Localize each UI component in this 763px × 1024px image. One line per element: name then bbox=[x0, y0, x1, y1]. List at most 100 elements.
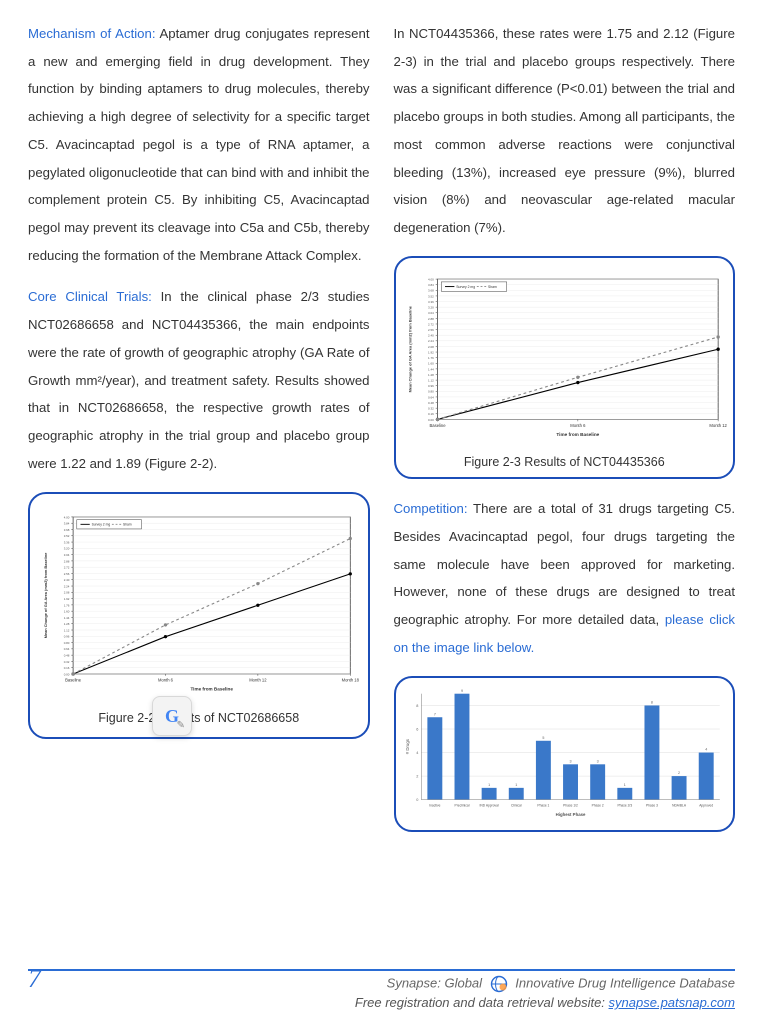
figure-2-3-chart: 0.000.160.320.480.640.800.961.121.281.44… bbox=[402, 266, 728, 446]
svg-text:Sham: Sham bbox=[123, 522, 132, 526]
svg-text:0.16: 0.16 bbox=[427, 412, 433, 416]
svg-text:Baseline: Baseline bbox=[65, 677, 82, 682]
svg-text:Inactive: Inactive bbox=[429, 803, 440, 807]
svg-text:3: 3 bbox=[569, 759, 571, 763]
svg-text:4.00: 4.00 bbox=[427, 277, 433, 281]
svg-text:3.20: 3.20 bbox=[427, 305, 433, 309]
svg-text:1.76: 1.76 bbox=[427, 356, 433, 360]
svg-text:1.28: 1.28 bbox=[427, 373, 433, 377]
svg-text:1.12: 1.12 bbox=[427, 378, 433, 382]
svg-text:3.04: 3.04 bbox=[427, 311, 433, 315]
svg-text:1.44: 1.44 bbox=[64, 615, 70, 619]
svg-text:1.92: 1.92 bbox=[64, 596, 70, 600]
svg-text:2.08: 2.08 bbox=[64, 590, 70, 594]
svg-text:2.72: 2.72 bbox=[427, 322, 433, 326]
svg-text:0.00: 0.00 bbox=[427, 418, 433, 422]
svg-text:Sham: Sham bbox=[488, 285, 497, 289]
svg-text:Phase 1: Phase 1 bbox=[537, 803, 549, 807]
svg-text:2: 2 bbox=[678, 771, 680, 775]
two-column-content: Mechanism of Action: Aptamer drug conjug… bbox=[0, 0, 763, 848]
footer-registration-row: Free registration and data retrieval web… bbox=[28, 995, 735, 1010]
mechanism-heading: Mechanism of Action: bbox=[28, 26, 156, 41]
svg-text:0.96: 0.96 bbox=[64, 634, 70, 638]
svg-text:3.52: 3.52 bbox=[64, 534, 70, 538]
svg-text:0: 0 bbox=[416, 798, 418, 802]
svg-text:Month 18: Month 18 bbox=[342, 677, 360, 682]
trials-heading: Core Clinical Trials: bbox=[28, 289, 152, 304]
svg-text:0.32: 0.32 bbox=[427, 406, 433, 410]
trials-continued-paragraph: In NCT04435366, these rates were 1.75 an… bbox=[394, 20, 736, 242]
competition-bar-chart-box[interactable]: 0 2 4 6 8 7 Inactive 9 Preclinical 1 IND Approval 1… bbox=[394, 676, 736, 833]
svg-text:Approved: Approved bbox=[699, 803, 713, 807]
svg-text:0.80: 0.80 bbox=[427, 389, 433, 393]
left-column: Mechanism of Action: Aptamer drug conjug… bbox=[28, 20, 370, 848]
figure-2-2-caption: Figure 2-2 Results of NCT02686658 bbox=[38, 711, 360, 725]
footer-brand-row: Synapse: Global Innovative Drug Intellig… bbox=[28, 975, 735, 993]
svg-text:Month 12: Month 12 bbox=[709, 423, 727, 428]
svg-text:0.64: 0.64 bbox=[64, 647, 70, 651]
svg-text:Month 12: Month 12 bbox=[249, 677, 267, 682]
svg-text:2.56: 2.56 bbox=[64, 571, 70, 575]
svg-text:2.56: 2.56 bbox=[427, 328, 433, 332]
svg-text:7: 7 bbox=[433, 712, 435, 716]
svg-text:3.52: 3.52 bbox=[427, 294, 433, 298]
svg-text:IND Approval: IND Approval bbox=[479, 803, 499, 807]
svg-text:Mean Change of GA Area (mm2) f: Mean Change of GA Area (mm2) from Baseli… bbox=[43, 551, 48, 637]
footer-url-link[interactable]: synapse.patsnap.com bbox=[609, 995, 735, 1010]
svg-text:2.88: 2.88 bbox=[427, 317, 433, 321]
svg-text:0.00: 0.00 bbox=[64, 672, 70, 676]
right-column: In NCT04435366, these rates were 1.75 an… bbox=[394, 20, 736, 848]
svg-text:9: 9 bbox=[460, 688, 462, 692]
translate-badge-sub: ✎ bbox=[177, 720, 185, 731]
trials-continued-body: In NCT04435366, these rates were 1.75 an… bbox=[394, 26, 736, 235]
trials-body: In the clinical phase 2/3 studies NCT026… bbox=[28, 289, 370, 470]
competition-bar-chart[interactable]: 0 2 4 6 8 7 Inactive 9 Preclinical 1 IND Approval 1… bbox=[402, 686, 728, 823]
mechanism-paragraph: Mechanism of Action: Aptamer drug conjug… bbox=[28, 20, 370, 269]
svg-text:3.36: 3.36 bbox=[64, 540, 70, 544]
svg-text:0.80: 0.80 bbox=[64, 640, 70, 644]
svg-text:2.24: 2.24 bbox=[64, 584, 70, 588]
svg-text:Phase 2: Phase 2 bbox=[591, 803, 603, 807]
svg-text:Highest Phase: Highest Phase bbox=[555, 812, 585, 817]
footer-brand-right: Innovative Drug Intelligence Database bbox=[515, 975, 735, 990]
svg-text:3: 3 bbox=[596, 759, 598, 763]
svg-text:0.48: 0.48 bbox=[64, 653, 70, 657]
svg-text:1.76: 1.76 bbox=[64, 603, 70, 607]
svg-text:1: 1 bbox=[515, 783, 517, 787]
svg-text:3.68: 3.68 bbox=[427, 288, 433, 292]
svg-text:Month 6: Month 6 bbox=[570, 423, 586, 428]
svg-text:0.16: 0.16 bbox=[64, 666, 70, 670]
svg-text:2.40: 2.40 bbox=[64, 578, 70, 582]
svg-text:Mean Change of GA Area (mm2) f: Mean Change of GA Area (mm2) from Baseli… bbox=[407, 305, 412, 392]
svg-text:1.60: 1.60 bbox=[64, 609, 70, 613]
svg-text:1: 1 bbox=[488, 783, 490, 787]
svg-text:# Drugs: # Drugs bbox=[404, 739, 409, 754]
svg-text:0.64: 0.64 bbox=[427, 395, 433, 399]
footer-divider bbox=[28, 969, 735, 971]
svg-text:1.44: 1.44 bbox=[427, 367, 433, 371]
svg-text:Phase 1/2: Phase 1/2 bbox=[563, 803, 578, 807]
mechanism-body: Aptamer drug conjugates represent a new … bbox=[28, 26, 370, 263]
svg-text:Preclinical: Preclinical bbox=[454, 803, 469, 807]
svg-text:2.40: 2.40 bbox=[427, 333, 433, 337]
svg-text:Clinical: Clinical bbox=[510, 803, 521, 807]
translate-badge[interactable]: G ✎ bbox=[152, 696, 192, 736]
svg-text:3.68: 3.68 bbox=[64, 527, 70, 531]
svg-text:Baseline: Baseline bbox=[429, 423, 446, 428]
svg-text:8: 8 bbox=[416, 704, 418, 708]
page-number: 7 bbox=[28, 964, 41, 994]
svg-text:0.32: 0.32 bbox=[64, 659, 70, 663]
svg-text:Time from Baseline: Time from Baseline bbox=[556, 432, 599, 437]
svg-text:2.72: 2.72 bbox=[64, 565, 70, 569]
svg-text:6: 6 bbox=[416, 727, 418, 731]
svg-text:8: 8 bbox=[650, 700, 652, 704]
svg-text:4.00: 4.00 bbox=[64, 515, 70, 519]
svg-text:Phase 2/3: Phase 2/3 bbox=[617, 803, 632, 807]
svg-text:4: 4 bbox=[705, 747, 707, 751]
svg-text:Month 6: Month 6 bbox=[158, 677, 174, 682]
svg-text:1.28: 1.28 bbox=[64, 622, 70, 626]
svg-text:3.84: 3.84 bbox=[64, 521, 70, 525]
svg-text:1.92: 1.92 bbox=[427, 350, 433, 354]
svg-text:3.04: 3.04 bbox=[64, 553, 70, 557]
svg-text:NDA/BLA: NDA/BLA bbox=[672, 803, 687, 807]
